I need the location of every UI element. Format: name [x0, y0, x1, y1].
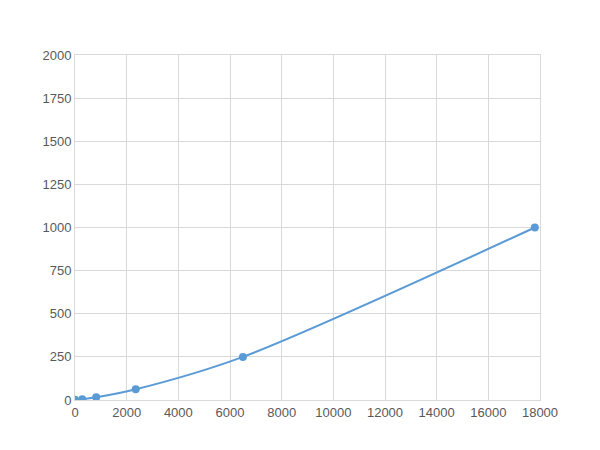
svg-text:1500: 1500	[42, 134, 71, 149]
svg-text:4000: 4000	[164, 405, 193, 420]
svg-text:16000: 16000	[470, 405, 506, 420]
svg-text:18000: 18000	[522, 405, 558, 420]
svg-text:10000: 10000	[315, 405, 351, 420]
svg-text:14000: 14000	[419, 405, 455, 420]
svg-text:6000: 6000	[216, 405, 245, 420]
svg-text:8000: 8000	[267, 405, 296, 420]
svg-text:2000: 2000	[42, 48, 71, 63]
svg-text:250: 250	[50, 349, 72, 364]
svg-text:1000: 1000	[42, 220, 71, 235]
svg-text:1750: 1750	[42, 91, 71, 106]
svg-text:1250: 1250	[42, 177, 71, 192]
svg-text:500: 500	[50, 306, 72, 321]
svg-text:12000: 12000	[367, 405, 403, 420]
svg-text:750: 750	[50, 263, 72, 278]
svg-text:2000: 2000	[112, 405, 141, 420]
svg-text:0: 0	[64, 393, 71, 408]
svg-text:0: 0	[71, 405, 78, 420]
